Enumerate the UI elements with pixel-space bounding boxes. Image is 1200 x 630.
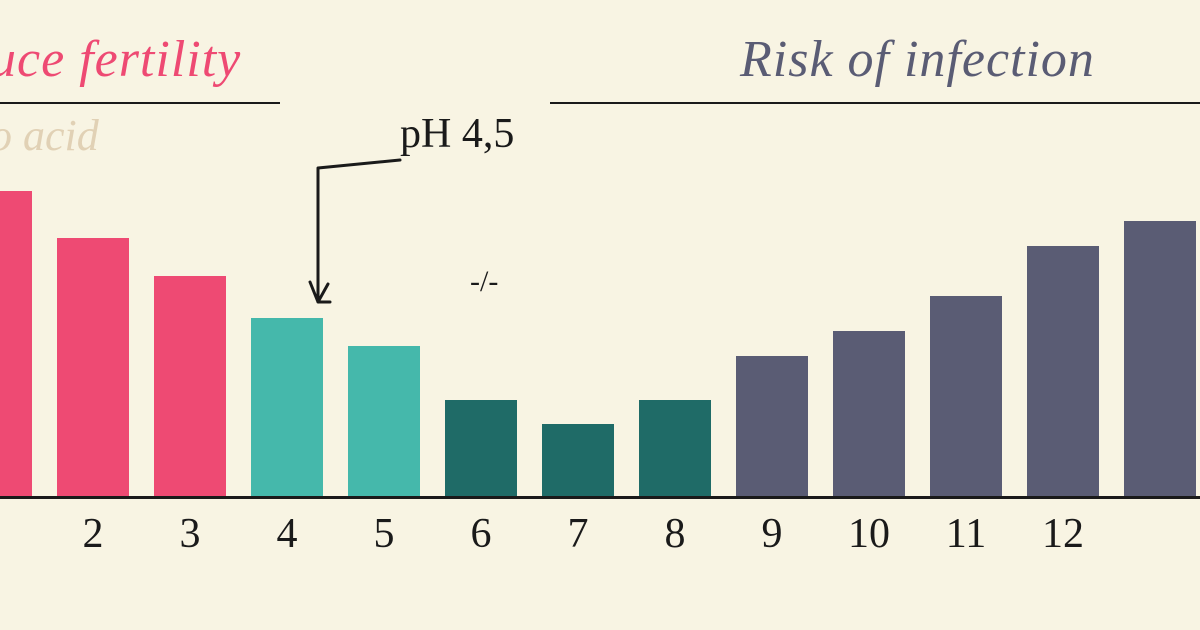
- bar: [736, 356, 808, 496]
- title-right: Risk of infection: [740, 30, 1095, 89]
- title-left-underline: [0, 102, 280, 104]
- bar: [1124, 221, 1196, 496]
- bar: [57, 238, 129, 496]
- bar: [639, 400, 711, 496]
- x-axis-label: 2: [57, 510, 129, 558]
- x-axis-label: 3: [154, 510, 226, 558]
- x-axis-label: 8: [639, 510, 711, 558]
- bar: [930, 296, 1002, 496]
- bar: [445, 400, 517, 496]
- bar: [542, 424, 614, 496]
- bar: [251, 318, 323, 496]
- chart-baseline: [0, 496, 1200, 499]
- x-axis-label: 6: [445, 510, 517, 558]
- bar: [154, 276, 226, 496]
- bar: [1027, 246, 1099, 496]
- x-axis-label: 9: [736, 510, 808, 558]
- x-axis-label: 11: [930, 510, 1002, 558]
- x-axis-label: 4: [251, 510, 323, 558]
- x-axis-label: 10: [833, 510, 905, 558]
- title-right-underline: [550, 102, 1200, 104]
- plus-minus-mark: -/-: [470, 265, 498, 299]
- x-axis-label: 5: [348, 510, 420, 558]
- ph-annotation: pH 4,5: [400, 110, 514, 158]
- bar: [0, 191, 32, 496]
- subtitle-left: o acid: [0, 110, 99, 161]
- bar: [833, 331, 905, 496]
- x-axis-label: 7: [542, 510, 614, 558]
- ph-arrow-path: [310, 160, 400, 302]
- bar: [348, 346, 420, 496]
- x-axis-label: 12: [1027, 510, 1099, 558]
- title-left: uce fertility: [0, 30, 241, 89]
